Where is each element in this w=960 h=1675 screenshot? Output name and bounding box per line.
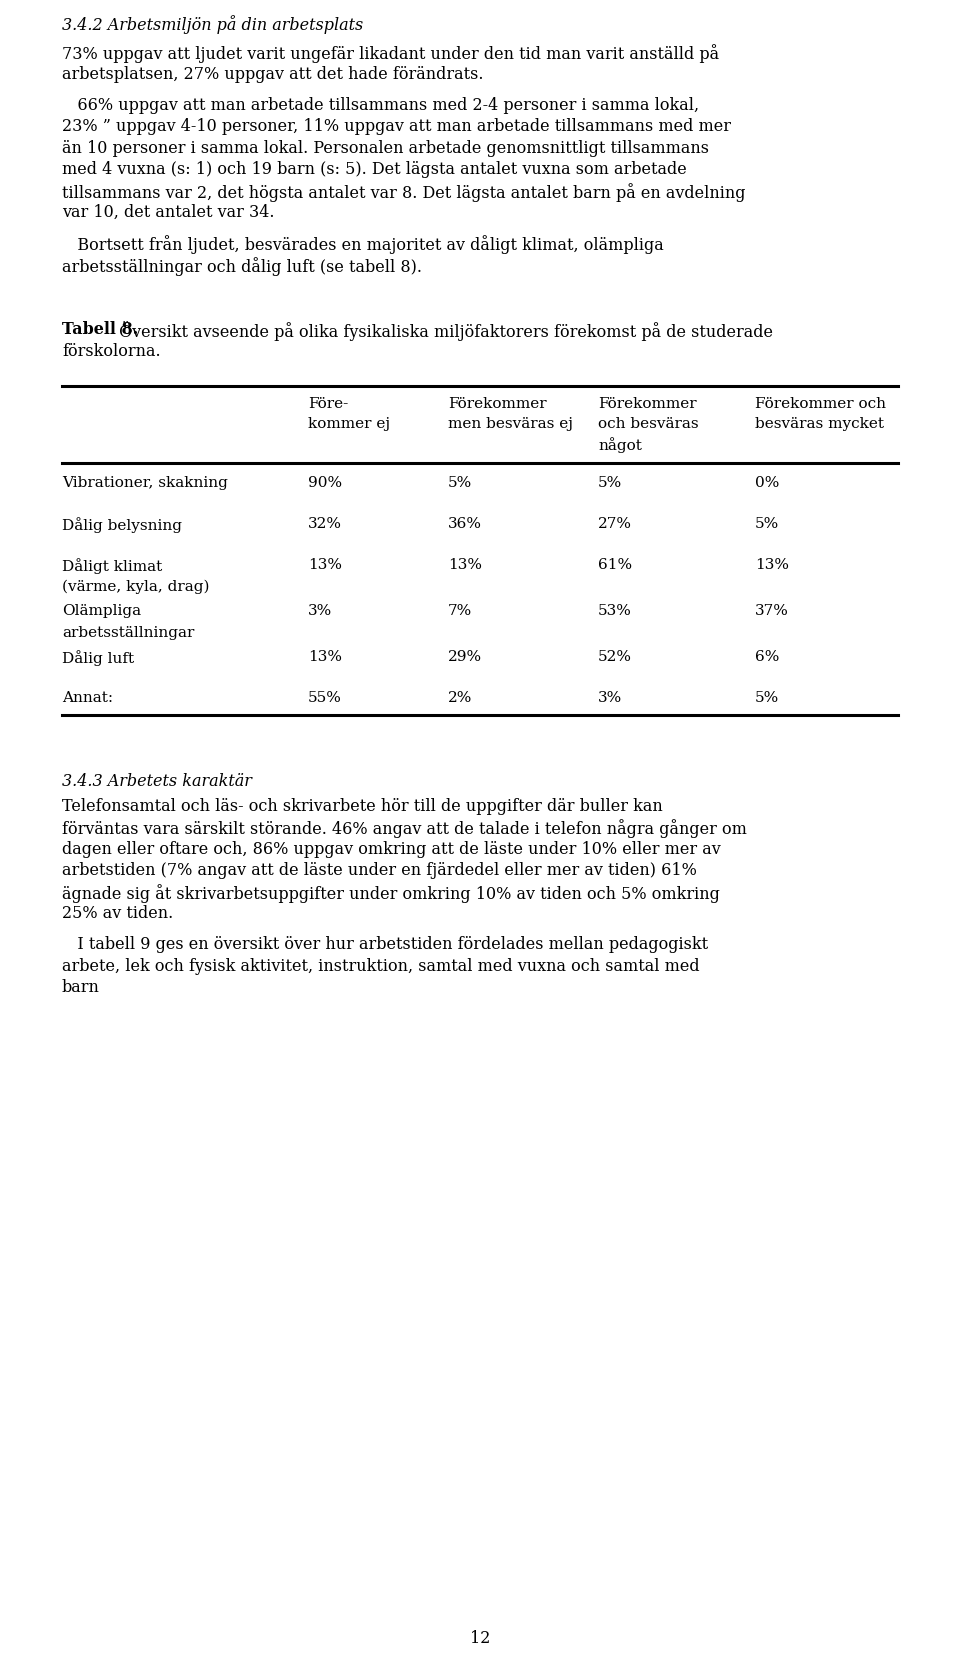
Text: 37%: 37%: [755, 605, 789, 618]
Text: 27%: 27%: [598, 518, 632, 531]
Text: kommer ej: kommer ej: [308, 417, 390, 430]
Text: 23% ” uppgav 4-10 personer, 11% uppgav att man arbetade tillsammans med mer: 23% ” uppgav 4-10 personer, 11% uppgav a…: [62, 119, 731, 136]
Text: Dålig luft: Dålig luft: [62, 650, 134, 667]
Text: var 10, det antalet var 34.: var 10, det antalet var 34.: [62, 204, 275, 221]
Text: men besväras ej: men besväras ej: [448, 417, 573, 430]
Text: 5%: 5%: [755, 692, 780, 705]
Text: 13%: 13%: [755, 558, 789, 571]
Text: 5%: 5%: [598, 476, 622, 491]
Text: 90%: 90%: [308, 476, 342, 491]
Text: 29%: 29%: [448, 650, 482, 665]
Text: 5%: 5%: [755, 518, 780, 531]
Text: besväras mycket: besväras mycket: [755, 417, 884, 430]
Text: 7%: 7%: [448, 605, 472, 618]
Text: Vibrationer, skakning: Vibrationer, skakning: [62, 476, 228, 491]
Text: 3.4.3 Arbetets karaktär: 3.4.3 Arbetets karaktär: [62, 772, 252, 791]
Text: 36%: 36%: [448, 518, 482, 531]
Text: Telefonsamtal och läs- och skrivarbete hör till de uppgifter där buller kan: Telefonsamtal och läs- och skrivarbete h…: [62, 797, 662, 814]
Text: arbetstiden (7% angav att de läste under en fjärdedel eller mer av tiden) 61%: arbetstiden (7% angav att de läste under…: [62, 863, 697, 879]
Text: 3%: 3%: [598, 692, 622, 705]
Text: 0%: 0%: [755, 476, 780, 491]
Text: 12: 12: [469, 1630, 491, 1647]
Text: Förekommer: Förekommer: [448, 397, 546, 410]
Text: 53%: 53%: [598, 605, 632, 618]
Text: Olämpliga: Olämpliga: [62, 605, 141, 618]
Text: med 4 vuxna (s: 1) och 19 barn (s: 5). Det lägsta antalet vuxna som arbetade: med 4 vuxna (s: 1) och 19 barn (s: 5). D…: [62, 161, 686, 178]
Text: 13%: 13%: [448, 558, 482, 571]
Text: 6%: 6%: [755, 650, 780, 665]
Text: än 10 personer i samma lokal. Personalen arbetade genomsnittligt tillsammans: än 10 personer i samma lokal. Personalen…: [62, 139, 709, 157]
Text: Tabell 8.: Tabell 8.: [62, 322, 138, 338]
Text: Översikt avseende på olika fysikaliska miljöfaktorers förekomst på de studerade: Översikt avseende på olika fysikaliska m…: [114, 322, 773, 342]
Text: arbetsställningar: arbetsställningar: [62, 625, 194, 640]
Text: 61%: 61%: [598, 558, 632, 571]
Text: 3.4.2 Arbetsmiljön på din arbetsplats: 3.4.2 Arbetsmiljön på din arbetsplats: [62, 15, 363, 34]
Text: tillsammans var 2, det högsta antalet var 8. Det lägsta antalet barn på en avdel: tillsammans var 2, det högsta antalet va…: [62, 183, 746, 201]
Text: arbetsställningar och dålig luft (se tabell 8).: arbetsställningar och dålig luft (se tab…: [62, 256, 422, 276]
Text: 25% av tiden.: 25% av tiden.: [62, 905, 173, 923]
Text: förskolorna.: förskolorna.: [62, 343, 160, 360]
Text: Förekommer: Förekommer: [598, 397, 697, 410]
Text: 66% uppgav att man arbetade tillsammans med 2-4 personer i samma lokal,: 66% uppgav att man arbetade tillsammans …: [62, 97, 699, 114]
Text: 55%: 55%: [308, 692, 342, 705]
Text: 13%: 13%: [308, 650, 342, 665]
Text: dagen eller oftare och, 86% uppgav omkring att de läste under 10% eller mer av: dagen eller oftare och, 86% uppgav omkri…: [62, 841, 721, 858]
Text: 73% uppgav att ljudet varit ungefär likadant under den tid man varit anställd på: 73% uppgav att ljudet varit ungefär lika…: [62, 44, 719, 64]
Text: arbete, lek och fysisk aktivitet, instruktion, samtal med vuxna och samtal med: arbete, lek och fysisk aktivitet, instru…: [62, 958, 700, 975]
Text: förväntas vara särskilt störande. 46% angav att de talade i telefon några gånger: förväntas vara särskilt störande. 46% an…: [62, 819, 747, 838]
Text: Bortsett från ljudet, besvärades en majoritet av dåligt klimat, olämpliga: Bortsett från ljudet, besvärades en majo…: [62, 236, 663, 255]
Text: arbetsplatsen, 27% uppgav att det hade förändrats.: arbetsplatsen, 27% uppgav att det hade f…: [62, 65, 484, 82]
Text: 3%: 3%: [308, 605, 332, 618]
Text: Före-: Före-: [308, 397, 348, 410]
Text: något: något: [598, 437, 642, 454]
Text: 13%: 13%: [308, 558, 342, 571]
Text: 2%: 2%: [448, 692, 472, 705]
Text: Dåligt klimat: Dåligt klimat: [62, 558, 162, 575]
Text: 32%: 32%: [308, 518, 342, 531]
Text: I tabell 9 ges en översikt över hur arbetstiden fördelades mellan pedagogiskt: I tabell 9 ges en översikt över hur arbe…: [62, 936, 708, 953]
Text: (värme, kyla, drag): (värme, kyla, drag): [62, 580, 209, 593]
Text: Förekommer och: Förekommer och: [755, 397, 886, 410]
Text: 52%: 52%: [598, 650, 632, 665]
Text: ägnade sig åt skrivarbetsuppgifter under omkring 10% av tiden och 5% omkring: ägnade sig åt skrivarbetsuppgifter under…: [62, 884, 720, 903]
Text: Dålig belysning: Dålig belysning: [62, 518, 182, 533]
Text: 5%: 5%: [448, 476, 472, 491]
Text: barn: barn: [62, 980, 100, 997]
Text: Annat:: Annat:: [62, 692, 113, 705]
Text: och besväras: och besväras: [598, 417, 699, 430]
